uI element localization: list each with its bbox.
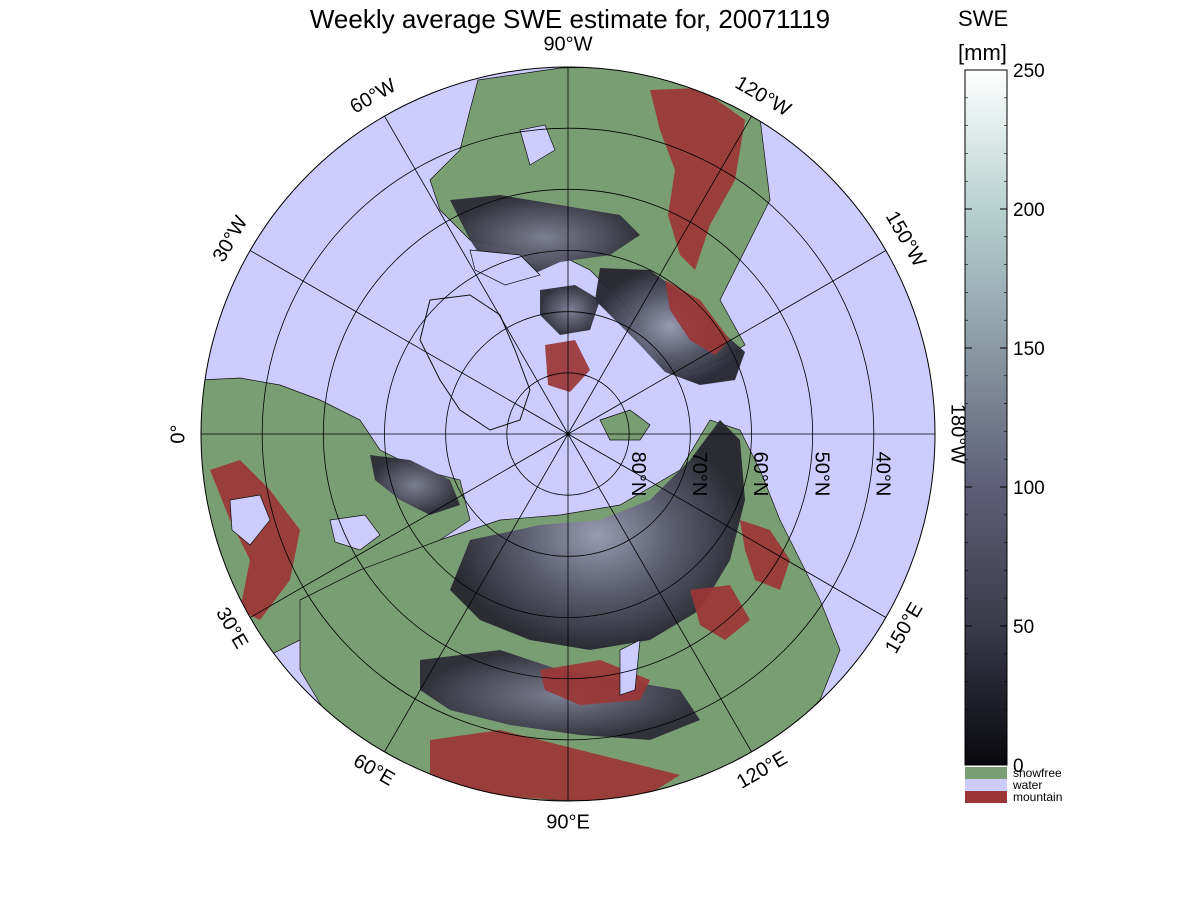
colorbar-tick-label: 100	[1013, 478, 1045, 499]
colorbar-tick-label: 50	[1013, 617, 1034, 638]
colorbar-tick-label: 0	[1013, 756, 1024, 777]
latitude-labels: 80°N 70°N 60°N 50°N 40°N	[627, 452, 894, 497]
colorbar-tick-label: 150	[1013, 339, 1045, 360]
longitude-label: 90°E	[546, 811, 590, 833]
asia-region	[299, 419, 841, 801]
colorbar-tick-label: 250	[1013, 61, 1045, 82]
legend-swatch-water	[965, 779, 1007, 791]
latitude-label: 80°N	[627, 452, 649, 497]
meridian-line	[567, 250, 887, 435]
meridian-line	[567, 115, 752, 435]
meridian-line	[249, 250, 569, 435]
colorbar-strip	[964, 69, 1008, 766]
latitude-label: 40°N	[872, 452, 894, 497]
latitude-label: 60°N	[749, 452, 771, 497]
meridian-line	[249, 433, 569, 618]
latitude-label: 70°N	[688, 452, 710, 497]
meridian-line	[384, 115, 569, 435]
legend-swatch-mountain	[965, 791, 1007, 803]
longitude-label: 180°W	[947, 404, 969, 464]
colorbar-tick-label: 200	[1013, 200, 1045, 221]
colorbar-title: SWE	[958, 6, 1009, 31]
map-title: Weekly average SWE estimate for, 2007111…	[309, 4, 831, 34]
latitude-label: 50°N	[810, 452, 832, 497]
graticule	[201, 67, 935, 801]
legend-label-water: water	[1012, 778, 1042, 792]
legend-label-snowfree: snowfree	[1013, 766, 1062, 780]
colorbar-unit: [mm]	[958, 40, 1007, 65]
legend-swatch-snowfree	[965, 767, 1007, 779]
meridian-line	[384, 433, 569, 753]
meridian-line	[567, 433, 887, 618]
north-america-region	[429, 67, 771, 392]
legend-label-mountain: mountain	[1013, 790, 1062, 804]
longitude-label: 90°W	[543, 33, 592, 55]
longitude-label: 0°	[167, 424, 189, 443]
map-boundary	[200, 66, 936, 802]
meridian-line	[567, 433, 752, 753]
colorbar-ticks: 0 50 100 150 200 250	[965, 61, 1045, 777]
